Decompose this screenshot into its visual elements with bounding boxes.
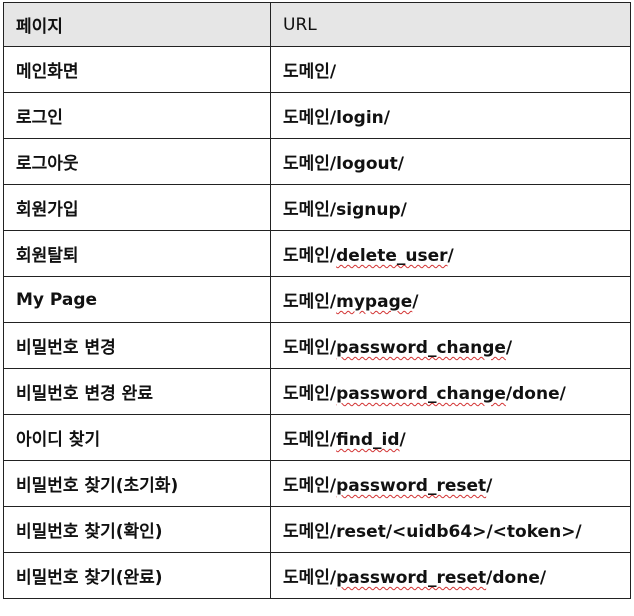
table-row: 비밀번호 찾기(완료) 도메인/password_reset/done/: [3, 552, 631, 599]
page-name: 메인화면: [3, 46, 271, 93]
page-url: 도메인/mypage/: [270, 276, 631, 323]
table-row: 비밀번호 변경 완료 도메인/password_change/done/: [3, 368, 631, 415]
table-row: 메인화면 도메인/: [3, 46, 631, 93]
page-name: My Page: [3, 276, 271, 323]
url-marked: password_reset: [336, 476, 487, 496]
table-row: 비밀번호 변경 도메인/password_change/: [3, 322, 631, 369]
url-marked: password_change: [336, 338, 506, 358]
page-name: 비밀번호 찾기(초기화): [3, 460, 271, 507]
page-url: 도메인/login/: [270, 92, 631, 139]
url-suffix: reset/<uidb64>/<token>/: [336, 522, 582, 542]
table-row: 회원탈퇴 도메인/delete_user/: [3, 230, 631, 277]
page-url: 도메인/: [270, 46, 631, 93]
page-name: 회원탈퇴: [3, 230, 271, 277]
page-name: 로그아웃: [3, 138, 271, 185]
url-prefix: 도메인/: [283, 430, 337, 450]
page-url: 도메인/logout/: [270, 138, 631, 185]
url-prefix: 도메인/: [283, 292, 337, 312]
url-table: 페이지 URL 메인화면 도메인/ 로그인 도메인/login/ 로그아웃 도메…: [3, 2, 631, 599]
url-suffix: signup/: [336, 200, 407, 220]
url-suffix: logout/: [336, 154, 404, 174]
table-row: 로그아웃 도메인/logout/: [3, 138, 631, 185]
page-name: 회원가입: [3, 184, 271, 231]
url-prefix: 도메인/: [283, 108, 337, 128]
url-marked: password_change: [336, 384, 506, 404]
table-header-row: 페이지 URL: [3, 2, 631, 47]
url-prefix: 도메인/: [283, 384, 337, 404]
table-row: 회원가입 도메인/signup/: [3, 184, 631, 231]
page-url: 도메인/delete_user/: [270, 230, 631, 277]
table-row: My Page 도메인/mypage/: [3, 276, 631, 323]
page-name: 비밀번호 변경: [3, 322, 271, 369]
page-name: 비밀번호 찾기(완료): [3, 552, 271, 599]
url-marked: password_reset: [336, 568, 487, 588]
page-name: 아이디 찾기: [3, 414, 271, 461]
url-suffix: /: [399, 430, 406, 450]
page-name: 비밀번호 찾기(확인): [3, 506, 271, 553]
page-url: 도메인/reset/<uidb64>/<token>/: [270, 506, 631, 553]
url-suffix: /done/: [486, 568, 547, 588]
url-prefix: 도메인/: [283, 476, 337, 496]
url-suffix: /: [505, 338, 513, 358]
url-marked: mypage: [336, 292, 413, 312]
url-suffix: /done/: [505, 384, 566, 404]
page-name: 로그인: [3, 92, 271, 139]
table-row: 비밀번호 찾기(확인) 도메인/reset/<uidb64>/<token>/: [3, 506, 631, 553]
page-url: 도메인/password_reset/done/: [270, 552, 631, 599]
url-suffix: login/: [336, 108, 390, 128]
page-url: 도메인/signup/: [270, 184, 631, 231]
url-prefix: 도메인/: [283, 200, 337, 220]
url-prefix: 도메인/: [283, 154, 337, 174]
url-marked: delete_user: [336, 246, 448, 266]
table-row: 비밀번호 찾기(초기화) 도메인/password_reset/: [3, 460, 631, 507]
table-row: 로그인 도메인/login/: [3, 92, 631, 139]
url-suffix: /: [412, 292, 419, 312]
url-prefix: 도메인/: [283, 522, 337, 542]
url-prefix: 도메인/: [283, 568, 337, 588]
url-suffix: /: [447, 246, 454, 266]
url-marked: find_id: [336, 430, 400, 450]
header-url: URL: [270, 2, 631, 47]
url-suffix: /: [486, 476, 493, 496]
url-prefix: 도메인/: [283, 62, 337, 82]
page-url: 도메인/find_id/: [270, 414, 631, 461]
url-prefix: 도메인/: [283, 246, 337, 266]
url-prefix: 도메인/: [283, 338, 337, 358]
header-page: 페이지: [3, 2, 271, 47]
page-url: 도메인/password_change/: [270, 322, 631, 369]
table-row: 아이디 찾기 도메인/find_id/: [3, 414, 631, 461]
page-name: 비밀번호 변경 완료: [3, 368, 271, 415]
page-url: 도메인/password_reset/: [270, 460, 631, 507]
page-url: 도메인/password_change/done/: [270, 368, 631, 415]
